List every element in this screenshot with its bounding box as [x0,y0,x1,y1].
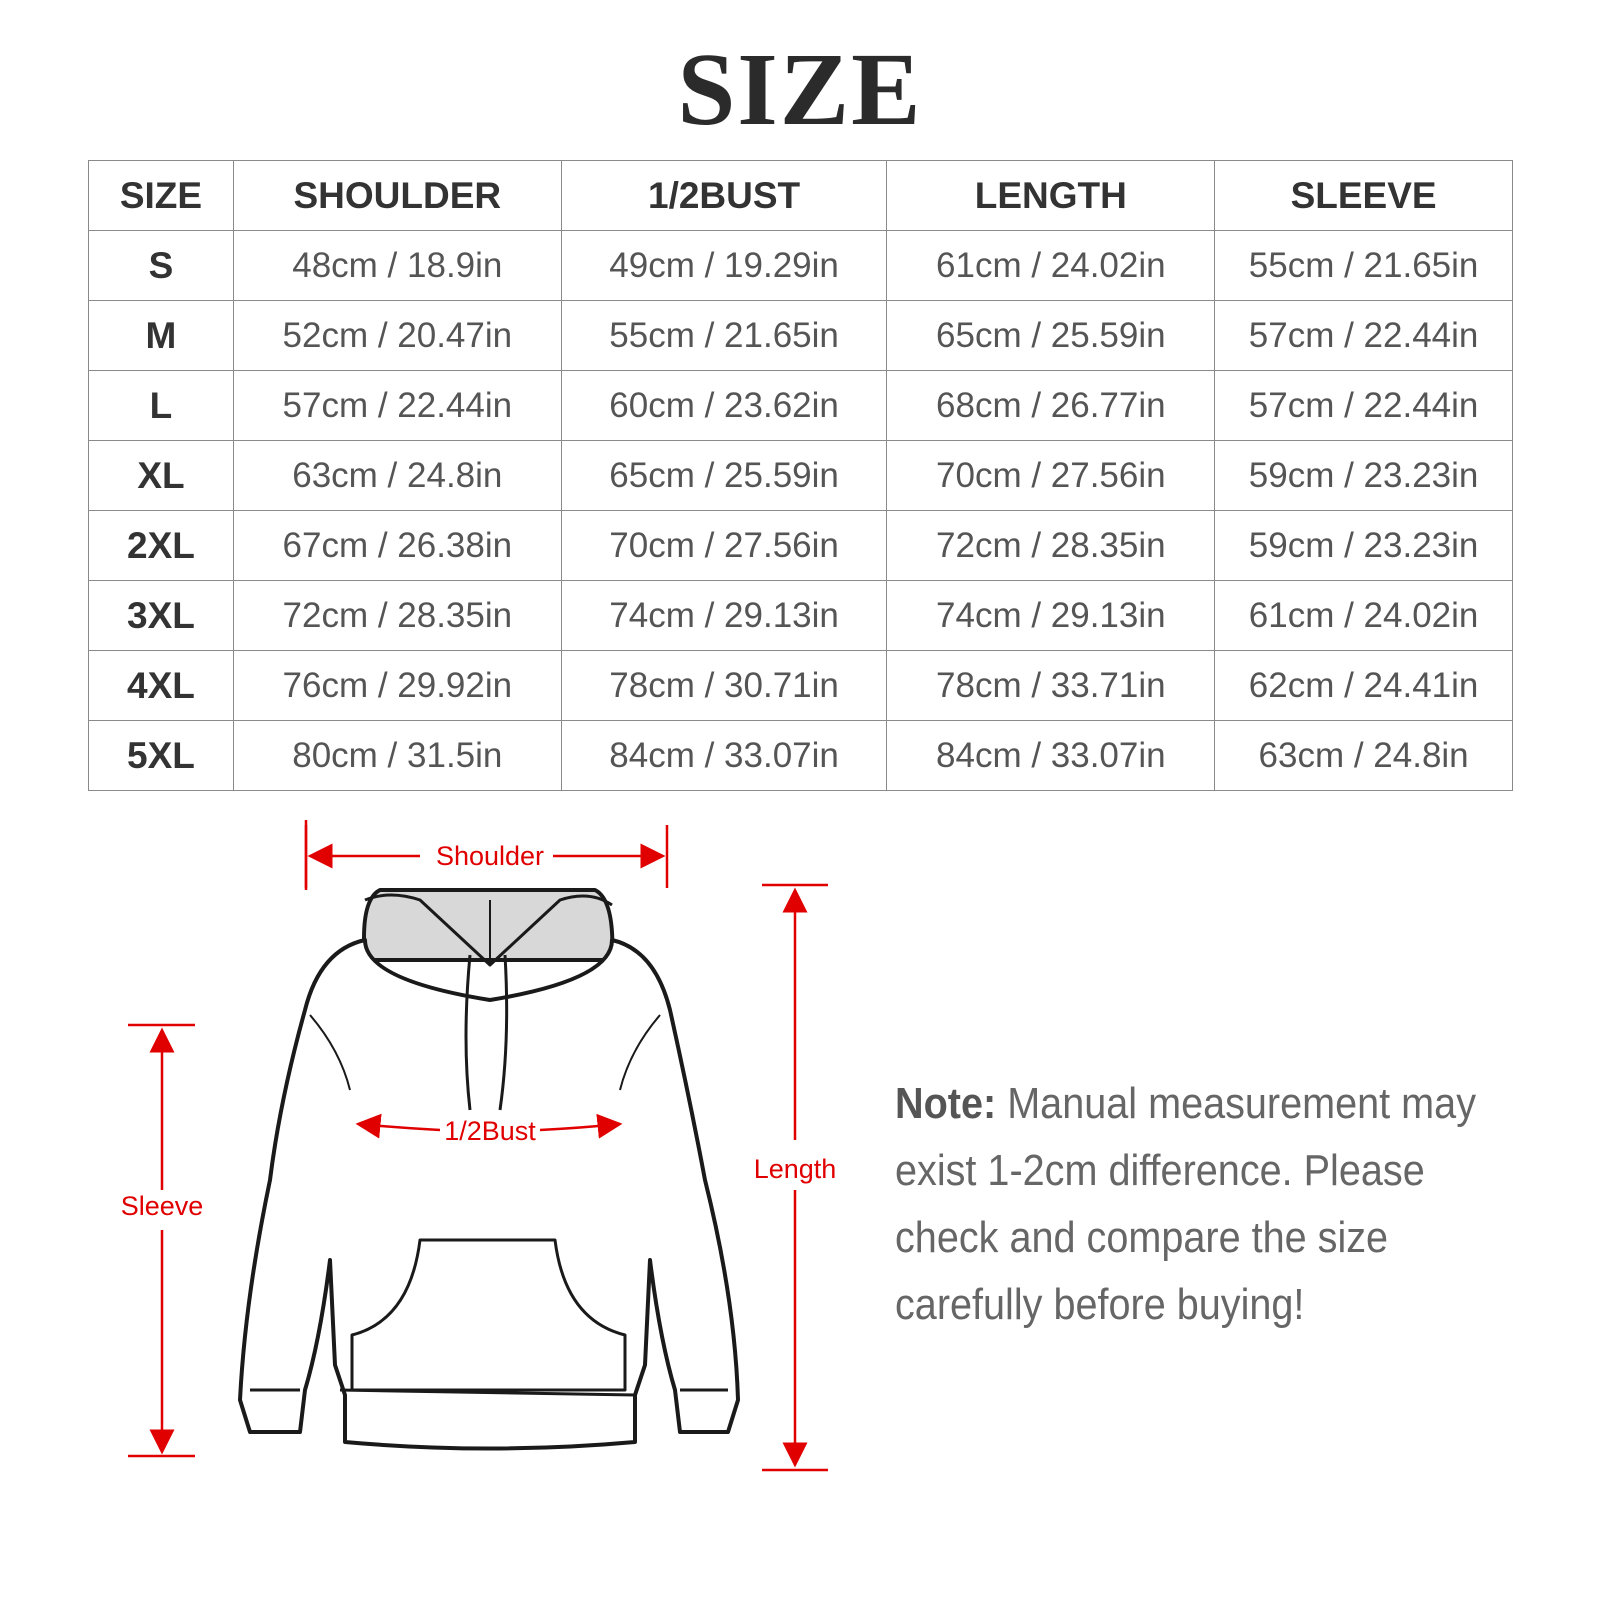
hoodie-diagram: Shoulder 1/2Bust Length Sleeve [121,820,837,1472]
measurement-cell: 72cm / 28.35in [886,510,1216,581]
measurement-cell: 76cm / 29.92in [232,650,562,721]
size-cell: 2XL [88,510,234,581]
table-header-row: SIZE SHOULDER 1/2BUST LENGTH SLEEVE [88,160,1513,231]
measurement-cell: 78cm / 30.71in [560,650,888,721]
measurement-cell: 63cm / 24.8in [1214,720,1513,791]
measurement-cell: 68cm / 26.77in [886,370,1216,441]
measurement-cell: 55cm / 21.65in [560,300,888,371]
column-header: 1/2BUST [560,160,888,231]
size-cell: L [88,370,234,441]
note: Note: Manual measurement may exist 1-2cm… [895,1070,1516,1338]
column-header: SHOULDER [232,160,562,231]
size-cell: M [88,300,234,371]
measurement-cell: 57cm / 22.44in [232,370,562,441]
measurement-arrows [128,820,828,1472]
bust-label: 1/2Bust [444,1116,536,1146]
size-cell: 4XL [88,650,234,721]
measurement-cell: 74cm / 29.13in [886,580,1216,651]
size-cell: 3XL [88,580,234,651]
size-cell: S [88,230,234,301]
table-row: 4XL 76cm / 29.92in 78cm / 30.71in 78cm / 33… [88,650,1513,721]
measurement-cell: 57cm / 22.44in [1214,370,1513,441]
measurement-cell: 67cm / 26.38in [232,510,562,581]
size-table: SIZE SHOULDER 1/2BUST LENGTH SLEEVE S 48cm / … [88,160,1513,791]
measurement-cell: 60cm / 23.62in [560,370,888,441]
measurement-cell: 78cm / 33.71in [886,650,1216,721]
measurement-cell: 62cm / 24.41in [1214,650,1513,721]
length-label: Length [754,1154,837,1184]
table-row: XL 63cm / 24.8in 65cm / 25.59in 70cm / 27.5… [88,440,1513,511]
sleeve-label: Sleeve [121,1191,204,1221]
measurement-cell: 61cm / 24.02in [886,230,1216,301]
note-label: Note: [895,1079,997,1128]
size-cell: XL [88,440,234,511]
table-row: 5XL 80cm / 31.5in 84cm / 33.07in 84cm / 33.… [88,720,1513,791]
measurement-cell: 52cm / 20.47in [232,300,562,371]
measurement-cell: 59cm / 23.23in [1214,510,1513,581]
measurement-cell: 55cm / 21.65in [1214,230,1513,301]
measurement-cell: 61cm / 24.02in [1214,580,1513,651]
table-row: L 57cm / 22.44in 60cm / 23.62in 68cm / 26.7… [88,370,1513,441]
measurement-cell: 65cm / 25.59in [886,300,1216,371]
measurement-cell: 70cm / 27.56in [560,510,888,581]
page-title: SIZE [677,32,923,147]
shoulder-label: Shoulder [436,841,544,871]
measurement-cell: 72cm / 28.35in [232,580,562,651]
measurement-cell: 80cm / 31.5in [232,720,562,791]
table-row: S 48cm / 18.9in 49cm / 19.29in 61cm / 24.02… [88,230,1513,301]
measurement-cell: 63cm / 24.8in [232,440,562,511]
measurement-cell: 84cm / 33.07in [886,720,1216,791]
size-cell: 5XL [88,720,234,791]
measurement-cell: 59cm / 23.23in [1214,440,1513,511]
table-row: 3XL 72cm / 28.35in 74cm / 29.13in 74cm / 29… [88,580,1513,651]
hoodie-icon [238,888,740,1451]
measurement-cell: 70cm / 27.56in [886,440,1216,511]
table-row: 2XL 67cm / 26.38in 70cm / 27.56in 72cm / 28… [88,510,1513,581]
column-header: SIZE [88,160,234,231]
measurement-cell: 74cm / 29.13in [560,580,888,651]
measurement-cell: 48cm / 18.9in [232,230,562,301]
measurement-cell: 49cm / 19.29in [560,230,888,301]
note-text: Manual measurement may exist 1-2cm diffe… [895,1079,1477,1329]
measurement-cell: 57cm / 22.44in [1214,300,1513,371]
column-header: LENGTH [886,160,1216,231]
measurement-cell: 65cm / 25.59in [560,440,888,511]
column-header: SLEEVE [1214,160,1513,231]
measurement-cell: 84cm / 33.07in [560,720,888,791]
table-row: M 52cm / 20.47in 55cm / 21.65in 65cm / 25.5… [88,300,1513,371]
